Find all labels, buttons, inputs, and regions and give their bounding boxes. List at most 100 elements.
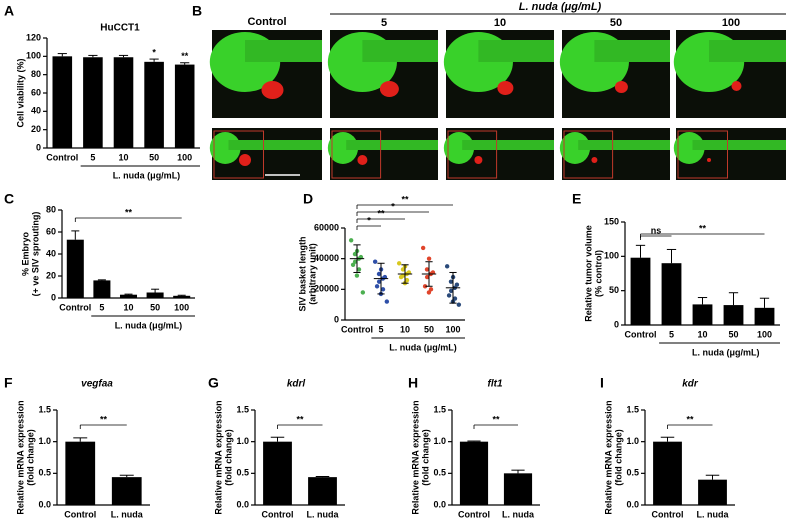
x-tick-label: 100: [177, 152, 192, 162]
bar: [698, 479, 727, 505]
y-tick-label: 0.0: [236, 499, 249, 509]
bar: [93, 280, 111, 298]
chart-title: flt1: [488, 379, 503, 390]
y-tick-label: 100: [604, 251, 619, 261]
embryo-body: [362, 40, 438, 62]
point: [356, 267, 362, 272]
y-axis-label: (fold change): [25, 429, 35, 486]
bar: [146, 292, 164, 298]
y-tick-label: 40: [31, 106, 41, 116]
bar: [174, 64, 195, 148]
point: [348, 238, 354, 243]
y-axis-label: (arbitrary unit): [307, 243, 317, 305]
point: [426, 290, 432, 295]
y-tick-label: 50: [609, 285, 619, 295]
bar: [308, 477, 337, 505]
panel-letter: E: [572, 191, 581, 207]
y-axis-label: (% control): [593, 250, 603, 297]
x-tick-label: 5: [90, 152, 95, 162]
point: [456, 302, 462, 307]
zoom-box: [563, 130, 614, 179]
x-tick-label: 50: [149, 152, 159, 162]
x-tick-label: Control: [59, 302, 91, 312]
significance: **: [492, 414, 500, 424]
point: [444, 264, 450, 269]
y-axis-label: (fold change): [223, 429, 233, 486]
bar: [503, 473, 533, 505]
tumor: [239, 154, 251, 166]
y-tick-label: 0.0: [433, 499, 446, 509]
tumor: [707, 158, 711, 162]
y-tick-label: 1.0: [433, 436, 446, 446]
panel-letter: A: [4, 3, 14, 19]
x-tick-label: 5: [378, 324, 383, 334]
x-tick-label: L. nuda: [697, 509, 730, 519]
y-axis-label: Relative mRNA expression: [213, 400, 223, 514]
panel-letter: I: [600, 375, 604, 391]
bar: [113, 57, 134, 148]
zoom-box: [677, 130, 728, 179]
significance: *: [152, 47, 156, 57]
y-tick-label: 100: [26, 51, 41, 61]
y-tick-label: 0.5: [433, 468, 446, 478]
significance: **: [377, 208, 385, 218]
embryo-body: [245, 40, 322, 62]
x-tick-label: Control: [46, 152, 78, 162]
embryo-body: [478, 40, 554, 62]
bar: [144, 61, 164, 149]
y-tick-label: 0: [334, 314, 339, 324]
point: [372, 259, 378, 264]
point: [374, 284, 380, 289]
embryo-body: [578, 140, 670, 150]
significance: **: [181, 51, 189, 61]
panel-letter: B: [192, 3, 202, 19]
y-tick-label: 1.5: [433, 404, 446, 414]
x-tick-label: 10: [118, 152, 128, 162]
bar: [173, 295, 191, 298]
chart-title: vegfaa: [81, 379, 113, 390]
y-tick-label: 40000: [314, 253, 339, 263]
bar: [661, 263, 682, 325]
x-tick-label: Control: [625, 329, 657, 339]
significance: **: [686, 414, 694, 424]
y-tick-label: 80: [31, 69, 41, 79]
y-tick-label: 1.0: [236, 436, 249, 446]
tumor: [731, 81, 742, 91]
embryo-body: [692, 140, 786, 150]
bar: [66, 239, 84, 298]
x-tick-label: 50: [728, 329, 738, 339]
y-tick-label: 0: [614, 319, 619, 329]
zoom-box: [331, 130, 382, 179]
y-tick-label: 0.0: [626, 499, 639, 509]
x-axis-label: L. nuda (μg/mL): [389, 342, 457, 352]
embryo-body: [346, 140, 438, 150]
x-tick-label: 100: [445, 324, 460, 334]
image-label: 10: [494, 17, 506, 29]
embryo-body: [709, 40, 786, 62]
tumor: [474, 156, 483, 164]
y-tick-label: 20000: [314, 284, 339, 294]
point: [420, 245, 426, 251]
y-tick-label: 20: [46, 270, 56, 280]
y-tick-label: 20: [31, 124, 41, 134]
y-tick-label: 1.5: [626, 404, 639, 414]
x-tick-label: 10: [123, 302, 133, 312]
panel-letter: C: [4, 191, 14, 207]
significance: **: [401, 194, 409, 204]
point: [446, 293, 452, 298]
y-axis-label: Relative mRNA expression: [15, 400, 25, 514]
significance: ns: [651, 225, 662, 235]
point: [380, 287, 386, 292]
y-axis-label: Relative tumor volume: [583, 225, 593, 322]
zoom-box: [447, 130, 498, 179]
image-label: 100: [722, 17, 740, 29]
x-tick-label: 10: [697, 329, 707, 339]
x-tick-label: 100: [174, 302, 189, 312]
x-tick-label: Control: [64, 509, 96, 519]
bar: [65, 441, 96, 505]
point: [398, 274, 404, 280]
significance: **: [296, 414, 304, 424]
bar: [52, 56, 73, 149]
point: [376, 279, 382, 284]
x-tick-label: 5: [99, 302, 104, 312]
